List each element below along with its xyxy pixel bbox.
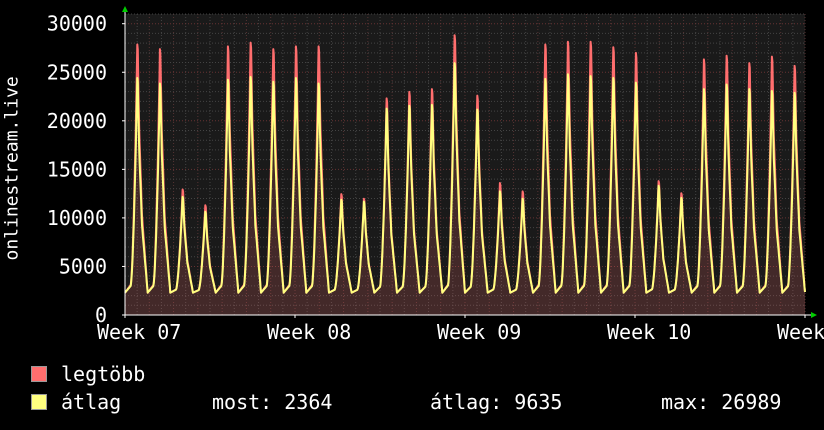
grid	[125, 13, 806, 315]
x-tick-label: Week 09	[437, 320, 521, 344]
x-axis-arrow	[811, 312, 817, 318]
stat-max: max: 26989	[661, 390, 782, 414]
y-tick-label: 10000	[47, 206, 107, 230]
stat-avg: átlag: 9635	[430, 390, 563, 414]
legend-swatch-avg	[31, 394, 47, 410]
y-tick-label: 15000	[47, 157, 107, 181]
legend-label-max: legtöbb	[61, 362, 146, 386]
y-axis-label: onlinestream.live	[1, 76, 23, 261]
axes: 0 5000 10000 15000 20000 25000 30000 Week 07 Wee…	[47, 6, 824, 344]
series-layer	[124, 34, 806, 315]
legend-item-avg: átlag	[31, 390, 121, 414]
stat-now: most: 2364	[212, 390, 333, 414]
y-tick-label: 0	[95, 303, 107, 327]
series-avg-line	[124, 62, 806, 294]
legend-label-avg: átlag	[61, 390, 122, 414]
y-tick-label: 20000	[47, 109, 107, 133]
y-tick-label: 5000	[59, 254, 107, 278]
y-tick-label: 30000	[47, 12, 107, 36]
y-axis-arrow	[122, 6, 128, 12]
y-tick-label: 25000	[47, 60, 107, 84]
x-tick-label: Week 10	[607, 320, 691, 344]
x-tick-label: Week 11	[777, 320, 824, 344]
x-tick-label: Week 07	[97, 320, 181, 344]
chart: 0 5000 10000 15000 20000 25000 30000 Week 07 Wee…	[47, 6, 824, 344]
x-tick-label: Week 08	[267, 320, 351, 344]
legend-swatch-max	[31, 366, 47, 382]
legend-item-max: legtöbb	[31, 362, 145, 386]
